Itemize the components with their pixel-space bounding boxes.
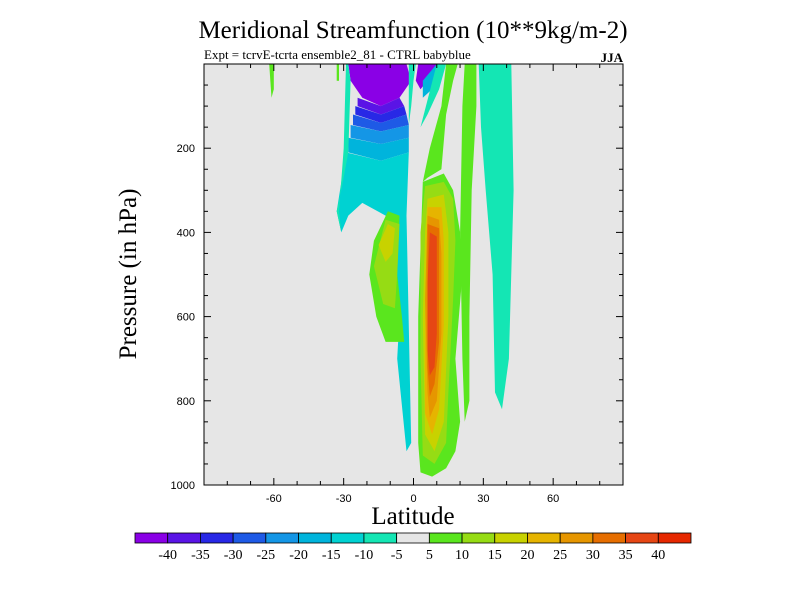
- colorbar-swatch: [592, 532, 626, 544]
- contour-region-5: [350, 125, 409, 144]
- x-tick-label: -30: [336, 493, 352, 505]
- colorbar-label: -10: [355, 548, 374, 563]
- contour-region-9: [336, 64, 351, 233]
- colorbar-swatch: [265, 532, 299, 544]
- colorbar-label: -5: [391, 548, 403, 563]
- colorbar-swatch: [657, 532, 692, 544]
- x-tick-label: 30: [477, 493, 489, 505]
- colorbar-swatch: [396, 532, 430, 544]
- y-tick-label: 600: [177, 312, 195, 324]
- colorbar-label: 30: [586, 548, 600, 563]
- colorbar-label: 40: [651, 548, 665, 563]
- contour-region-14: [336, 64, 339, 81]
- contour-region-6: [348, 137, 409, 161]
- colorbar-swatch: [527, 532, 561, 544]
- y-tick-label: 1000: [171, 480, 195, 492]
- contour-layer: [269, 64, 514, 477]
- colorbar-label: 5: [426, 548, 433, 563]
- colorbar-swatch: [428, 532, 463, 544]
- colorbar-label: 15: [488, 548, 502, 563]
- contour-region-0: [348, 64, 412, 107]
- contour-region-4: [353, 114, 409, 132]
- plot-background: [204, 64, 623, 485]
- colorbar-swatch: [298, 532, 332, 544]
- colorbar-label: -15: [322, 548, 341, 563]
- colorbar-label: -25: [256, 548, 275, 563]
- contour-region-11: [420, 64, 447, 128]
- colorbar-label: 35: [619, 548, 633, 563]
- contour-region-13: [269, 64, 274, 98]
- colorbar-swatch: [559, 532, 594, 544]
- colorbar-label: -20: [289, 548, 308, 563]
- colorbar-label: 10: [455, 548, 469, 563]
- contour-region-18: [460, 64, 477, 422]
- contour-region-20: [378, 224, 395, 262]
- colorbar-label: 20: [520, 548, 534, 563]
- contour-region-26: [427, 232, 437, 376]
- colorbar-swatch: [200, 532, 234, 544]
- contour-region-12: [478, 64, 514, 410]
- colorbar: -40 -35 -30 -25 -20 -15 -10 -5 5 10 15 20 25 30 35 40: [134, 532, 692, 563]
- colorbar-swatch: [461, 532, 496, 544]
- x-tick-label: 0: [410, 493, 416, 505]
- colorbar-swatch: [494, 532, 528, 544]
- y-tick-label: 800: [177, 396, 195, 408]
- colorbar-swatch: [134, 532, 169, 544]
- chart-title: Meridional Streamfunction (10**9kg/m-2): [198, 17, 627, 44]
- colorbar-swatch: [625, 532, 659, 544]
- x-axis-label: Latitude: [371, 503, 454, 530]
- colorbar-swatch: [167, 532, 201, 544]
- y-tick-label: 400: [177, 227, 195, 239]
- season-label: JJA: [601, 50, 624, 65]
- contour-region-2: [357, 97, 405, 115]
- colorbar-swatch: [232, 532, 267, 544]
- contour-region-16: [422, 64, 458, 182]
- colorbar-label: -30: [224, 548, 243, 563]
- colorbar-label: 25: [553, 548, 567, 563]
- colorbar-swatch: [363, 532, 398, 544]
- axis-ticks: -60 -30 0 30 60 200 400 600 800 1000: [171, 64, 623, 505]
- y-axis-label: Pressure (in hPa): [115, 189, 142, 360]
- chart-subtitle: Expt = tcrvE-tcrta ensemble2_81 - CTRL b…: [204, 47, 471, 62]
- colorbar-label: -35: [191, 548, 210, 563]
- contour-region-10: [408, 64, 416, 125]
- colorbar-label: -40: [158, 548, 177, 563]
- y-tick-label: 200: [177, 143, 195, 155]
- plot-frame: [203, 63, 624, 486]
- x-tick-label: 60: [547, 493, 559, 505]
- x-tick-label: -60: [266, 493, 282, 505]
- colorbar-swatch: [330, 532, 365, 544]
- contour-region-3: [355, 106, 407, 123]
